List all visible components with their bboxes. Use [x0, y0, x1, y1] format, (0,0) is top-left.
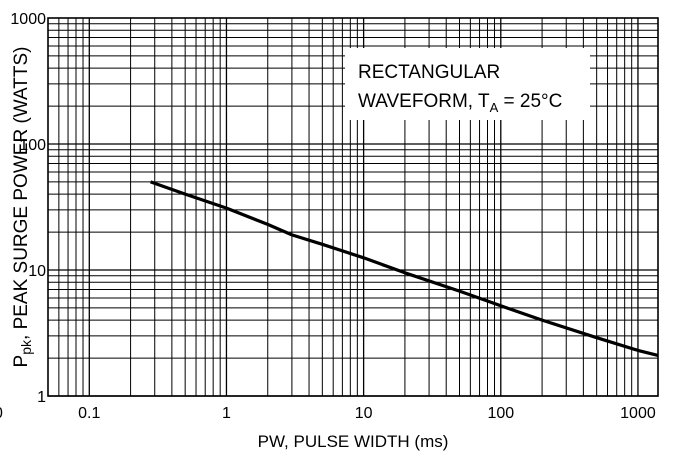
x-tick-labels: 0.1 1 10 100 1000	[78, 405, 656, 422]
y-axis-title: Ppk, PEAK SURGE POWER (WATTS)	[11, 47, 34, 368]
x-tick-label: 1	[222, 405, 231, 422]
annotation-subscript: A	[490, 100, 499, 115]
y-axis-title-subscript: pk	[18, 339, 34, 355]
y-axis-title-prefix: P	[11, 355, 32, 368]
x-tick-label: 100	[487, 405, 514, 422]
x-tick-label: 10	[355, 405, 373, 422]
plot-frame	[47, 17, 659, 397]
series-layer	[150, 180, 659, 357]
annotation-line-2-suffix: = 25°C	[498, 91, 562, 112]
annotation-line-1: RECTANGULAR	[358, 62, 500, 83]
y-tick-label: 1000	[10, 11, 46, 28]
series-line	[150, 180, 659, 357]
y-tick-labels: 1 10 100 1000	[10, 11, 46, 406]
x-tick-label: 0.1	[78, 405, 100, 422]
x-axis-title: PW, PULSE WIDTH (ms)	[258, 432, 449, 451]
annotation-box	[345, 48, 590, 120]
y-tick-label: 100	[19, 137, 46, 154]
y-tick-label: 1	[37, 389, 46, 406]
annotation-line-2-prefix: WAVEFORM, T	[358, 91, 490, 112]
y-tick-label: 10	[28, 263, 46, 280]
x-tick-label-clipped: 0	[0, 405, 3, 422]
x-tick-label: 1000	[620, 405, 656, 422]
annotation-line-2: WAVEFORM, TA = 25°C	[358, 91, 562, 115]
y-axis-title-rest: , PEAK SURGE POWER (WATTS)	[11, 47, 32, 340]
